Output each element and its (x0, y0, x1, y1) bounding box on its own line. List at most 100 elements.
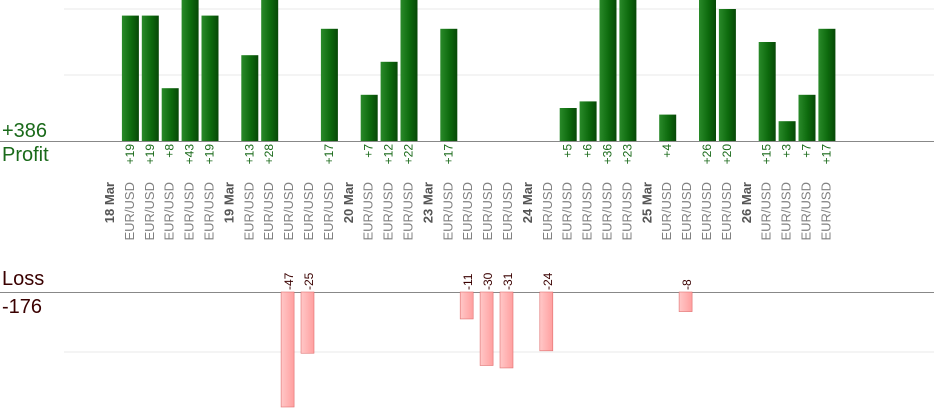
bar-layer (121, 0, 836, 408)
profit-value-label: +19 (203, 144, 217, 165)
profit-bar (400, 0, 418, 141)
profit-value-label: +26 (700, 144, 714, 165)
loss-value-label: -25 (302, 272, 316, 290)
profit-bar (440, 28, 458, 141)
profit-value-label: +43 (183, 144, 197, 165)
instrument-label: EUR/USD (600, 182, 615, 241)
loss-value-label: -11 (461, 273, 475, 290)
instrument-label: EUR/USD (759, 182, 774, 241)
instrument-label: EUR/USD (321, 182, 336, 241)
instrument-label: EUR/USD (719, 182, 734, 241)
loss-value-label: -24 (541, 272, 555, 290)
profit-total: +386 (2, 120, 48, 142)
date-label: 23 Mar (420, 182, 435, 223)
profit-value-label: +23 (620, 144, 634, 165)
date-label: 25 Mar (639, 182, 654, 223)
date-label: 24 Mar (520, 182, 535, 223)
instrument-label: EUR/USD (381, 182, 396, 241)
instrument-label: EUR/USD (401, 182, 416, 241)
date-label: 19 Mar (221, 182, 236, 223)
profit-bar (718, 9, 736, 141)
instrument-label: EUR/USD (799, 182, 814, 241)
loss-value-label: -31 (501, 272, 515, 290)
loss-total: -176 (2, 296, 43, 318)
label-layer: 18 Mar EUR/USD +19 EUR/USD +19 EUR/USD +8 EUR/U… (102, 144, 833, 290)
profit-bar (241, 55, 259, 142)
profit-value-label: +3 (780, 144, 794, 158)
profit-value-label: +7 (800, 144, 814, 158)
instrument-label: EUR/USD (699, 182, 714, 241)
instrument-label: EUR/USD (480, 182, 495, 241)
profit-bar (380, 61, 398, 141)
profit-bar (579, 101, 597, 141)
profit-value-label: +15 (760, 144, 774, 165)
profit-bar (619, 0, 637, 141)
profit-bar (261, 0, 279, 141)
profit-bar (659, 114, 677, 141)
profit-value-label: +19 (123, 144, 137, 165)
profit-bar (699, 0, 716, 141)
profit-value-label: +19 (143, 144, 157, 165)
profit-bar (201, 15, 219, 142)
instrument-label: EUR/USD (679, 182, 694, 241)
instrument-label: EUR/USD (580, 182, 595, 241)
instrument-label: EUR/USD (122, 182, 137, 241)
instrument-label: EUR/USD (619, 182, 634, 241)
loss-bar (280, 291, 295, 408)
instrument-label: EUR/USD (361, 182, 376, 241)
instrument-label: EUR/USD (241, 182, 256, 241)
profit-value-label: +17 (322, 144, 336, 165)
profit-value-label: +5 (561, 144, 575, 158)
instrument-label: EUR/USD (182, 182, 197, 241)
instrument-label: EUR/USD (142, 182, 157, 241)
instrument-label: EUR/USD (202, 182, 217, 241)
loss-bar (678, 291, 693, 312)
profit-value-label: +22 (402, 144, 416, 165)
profit-value-label: +6 (581, 144, 595, 158)
loss-bar (459, 291, 474, 320)
instrument-label: EUR/USD (460, 182, 475, 241)
loss-bar (499, 291, 514, 369)
profit-label: Profit (2, 144, 49, 166)
loss-value-label: -8 (680, 279, 694, 290)
profit-bar (161, 88, 179, 141)
profit-value-label: +8 (163, 144, 177, 158)
profit-value-label: +7 (362, 144, 376, 158)
instrument-label: EUR/USD (560, 182, 575, 241)
loss-label: Loss (2, 268, 45, 290)
profit-value-label: +17 (441, 144, 455, 165)
loss-value-label: -30 (481, 272, 495, 290)
date-label: 26 Mar (739, 182, 754, 223)
profit-bar (818, 28, 836, 141)
profit-bar (559, 108, 577, 141)
profit-value-label: +20 (720, 144, 734, 165)
profit-value-label: +12 (382, 144, 396, 165)
profit-bar (121, 15, 139, 142)
profit-bar (141, 15, 159, 142)
instrument-label: EUR/USD (818, 182, 833, 241)
date-label: 20 Mar (341, 182, 356, 223)
profit-value-label: +28 (262, 144, 276, 165)
profit-bar (599, 0, 617, 141)
date-label: 18 Mar (102, 182, 117, 223)
profit-bar (181, 0, 199, 141)
loss-bar (479, 291, 494, 366)
profit-bar (798, 94, 816, 141)
instrument-label: EUR/USD (162, 182, 177, 241)
instrument-label: EUR/USD (659, 182, 674, 241)
loss-bar (539, 291, 554, 352)
instrument-label: EUR/USD (540, 182, 555, 241)
profit-value-label: +13 (242, 144, 256, 165)
profit-value-label: +36 (601, 144, 615, 165)
instrument-label: EUR/USD (281, 182, 296, 241)
instrument-label: EUR/USD (779, 182, 794, 241)
instrument-label: EUR/USD (500, 182, 515, 241)
profit-value-label: +17 (819, 144, 833, 165)
instrument-label: EUR/USD (440, 182, 455, 241)
loss-value-label: -47 (282, 272, 296, 290)
loss-bar (300, 291, 315, 354)
profit-bar (778, 121, 796, 141)
profit-bar (360, 94, 378, 141)
instrument-label: EUR/USD (261, 182, 276, 241)
